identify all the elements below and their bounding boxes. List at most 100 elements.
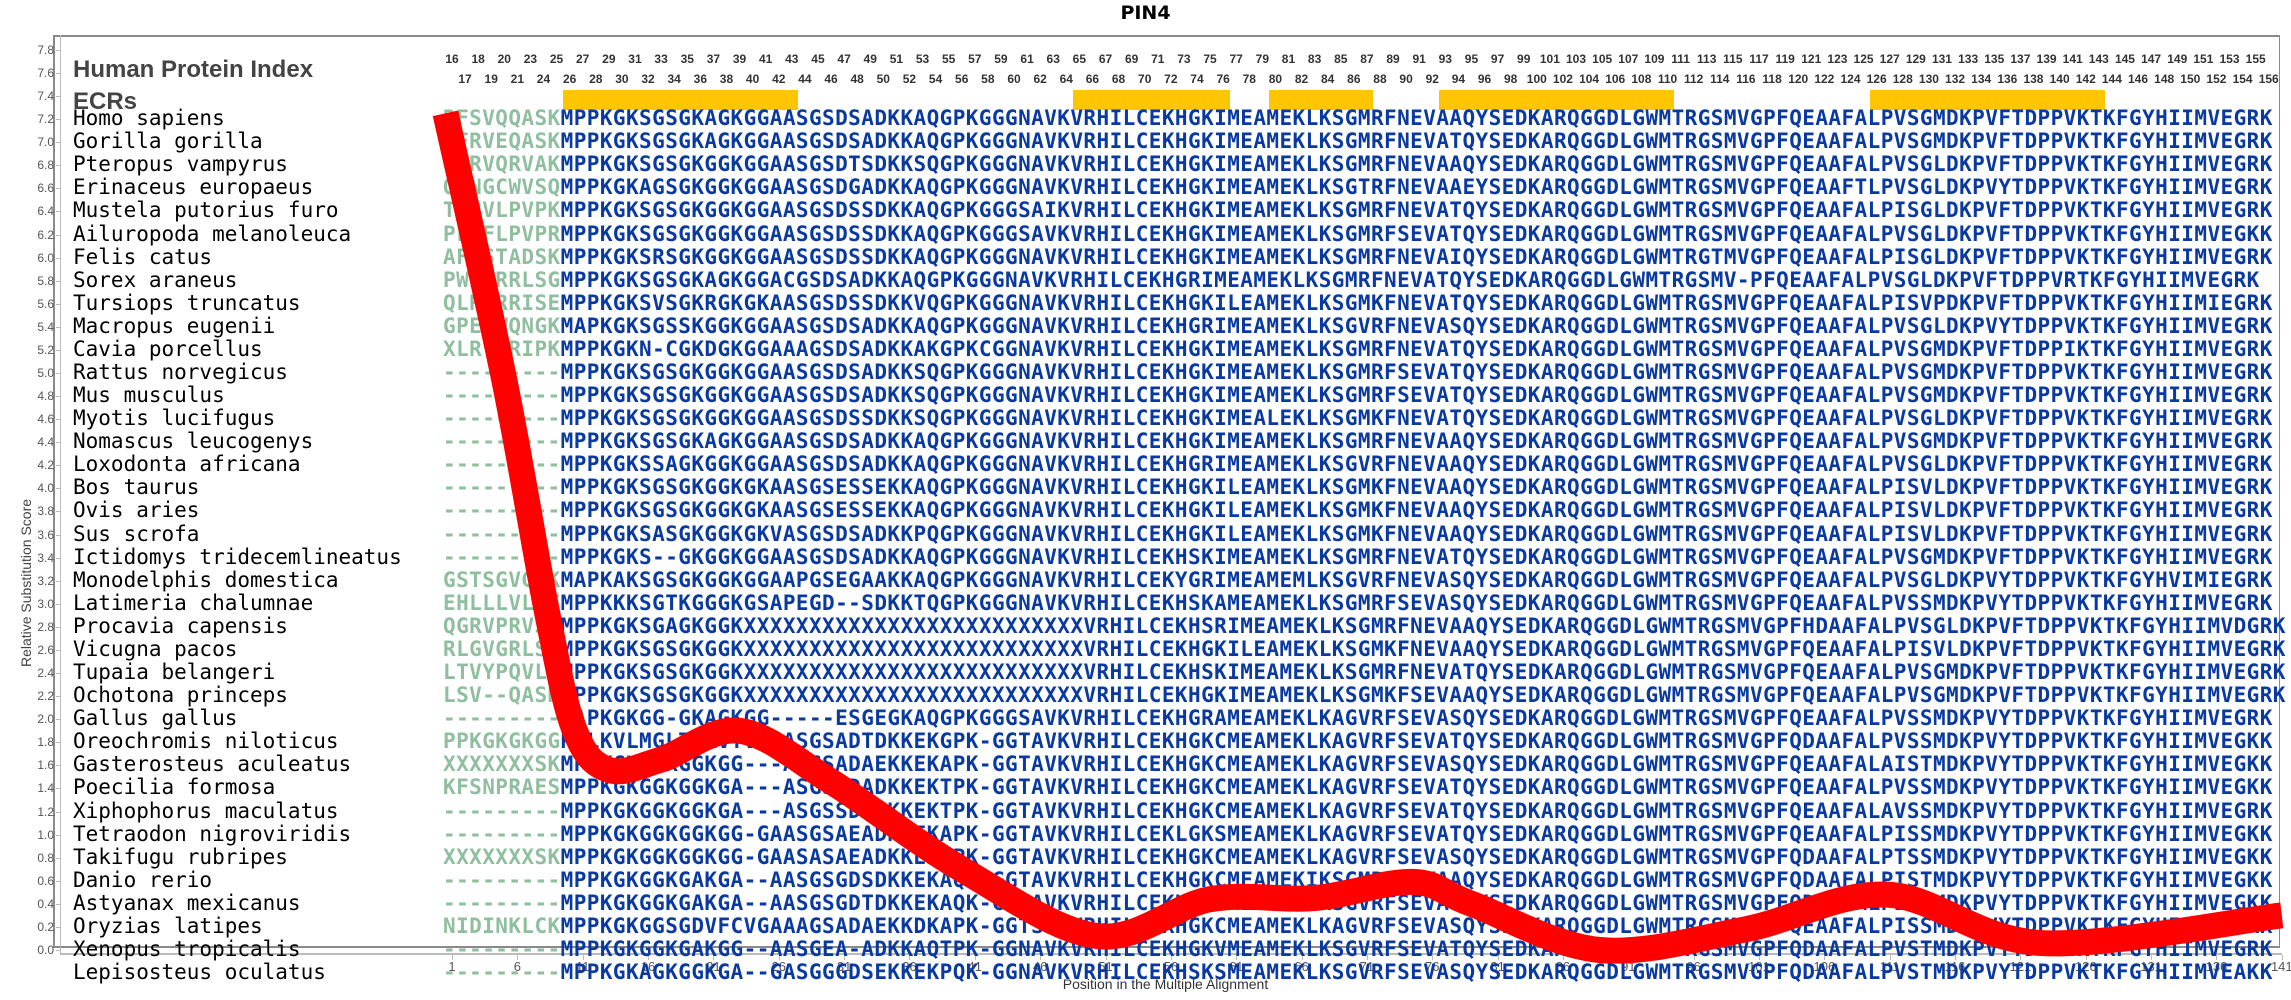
aligned-sequence: MPPKKKSGTKGGGKGSAPEGD--SDKKTQGPKGGGNAVKV… <box>560 590 2273 615</box>
x-tick-label: 6 <box>513 959 521 974</box>
y-tick-label: 4.6 <box>37 412 54 427</box>
x-tick-label: 71 <box>1359 959 1375 974</box>
ruler-label: 104 <box>1579 72 1600 86</box>
ruler-label: 130 <box>1918 72 1939 86</box>
x-tick-label: 41 <box>967 959 983 974</box>
y-tick-mark <box>56 742 61 744</box>
species-label: Ochotona princeps <box>73 683 288 708</box>
x-tick-label: 96 <box>1686 959 1701 974</box>
species-label: Lepisosteus oculatus <box>73 960 326 985</box>
sequence-row: ---------MPPKGKGGKGGKGG-GAASGSAEADKKEKAP… <box>443 821 2273 846</box>
ruler-label: 117 <box>1749 52 1769 66</box>
aligned-sequence: MAPKGKGG-GKAGKGG-----ESGEGKAQGPKGGGSAVKV… <box>560 706 2273 731</box>
ruler-label: 38 <box>719 72 734 86</box>
x-tick-mark <box>1040 955 1042 960</box>
sequence-row: ---------MPPKGKGGKGGKGA---ASGSSDADKKEKTP… <box>443 798 2273 823</box>
ruler-label: 27 <box>576 52 590 66</box>
sequence-row: LSV--QASKMPPKGKSGSGKGGKXXXXXXXXXXXXXXXXX… <box>443 684 2286 707</box>
ruler-label: 156 <box>2258 72 2279 86</box>
x-tick-mark <box>2216 955 2218 960</box>
ruler-label: 32 <box>641 72 655 86</box>
ruler-label: 48 <box>850 72 864 86</box>
x-tick-mark <box>1693 955 1695 960</box>
x-tick-label: 141 <box>2270 959 2291 974</box>
ruler-label: 29 <box>602 52 616 66</box>
ruler-label: 40 <box>745 72 760 86</box>
sequence-row: ---------MAPKGKGG-GKAGKGG-----ESGEGKAQGP… <box>443 707 2273 730</box>
ruler-label: 73 <box>1177 52 1191 66</box>
aligned-sequence: MPPKGKSGSGKGGKXXXXXXXXXXXXXXXXXXXXXXXXXX… <box>560 660 2286 685</box>
ruler-label: 133 <box>1958 52 1979 66</box>
ruler-label: 84 <box>1321 72 1335 86</box>
y-tick-label: 6.0 <box>37 250 54 265</box>
species-label: Erinaceus europaeus <box>73 175 314 200</box>
y-tick-mark <box>56 649 61 651</box>
ruler-label: 138 <box>2023 72 2044 86</box>
aligned-sequence: MAPKGKSGSSKGGKGGAASGSDSADKKAQGPKGGGNAVKV… <box>560 313 2273 338</box>
ruler-label: 17 <box>458 72 472 86</box>
y-tick-label: 3.4 <box>37 550 54 565</box>
ruler-label: 63 <box>1046 52 1060 66</box>
x-tick-mark <box>974 955 976 960</box>
flank-sequence: --------- <box>443 890 561 915</box>
ruler-label: 123 <box>1827 52 1848 66</box>
ruler-label: 76 <box>1216 72 1230 86</box>
sequence-row: RFSVQQASKMPPKGKSGSGKAGKGGAASGSDSADKKAQGP… <box>443 107 2273 130</box>
x-tick-mark <box>517 955 519 960</box>
species-label: Myotis lucifugus <box>73 406 276 431</box>
ruler-label: 88 <box>1373 72 1387 86</box>
y-tick-mark <box>56 280 61 282</box>
y-tick-mark <box>56 857 61 859</box>
ruler-label: 91 <box>1412 52 1426 66</box>
ruler-label: 81 <box>1281 52 1296 66</box>
species-label: Gasterosteus aculeatus <box>73 752 352 777</box>
ruler-label: 131 <box>1931 52 1952 66</box>
y-tick-mark <box>56 903 61 905</box>
ruler-label: 50 <box>876 72 890 86</box>
aligned-sequence: MPPKGKSGSGKAGKGGAASGSDSADKKAQGPKGGGNAVKV… <box>560 429 2273 454</box>
ruler-label: 28 <box>589 72 603 86</box>
y-tick-mark <box>56 788 61 790</box>
flank-sequence: --------- <box>443 867 561 892</box>
x-tick-mark <box>1824 955 1826 960</box>
sequence-row: PPKGKGKGGKELKVLMGLTGAVYVGAASGSADTDKKEKGP… <box>443 730 2273 753</box>
y-tick-label: 7.0 <box>37 135 54 150</box>
sequence-row: QLRVQRVAKMPPKGKSGSGKGGKGGAASGSDTSDKKSQGP… <box>443 153 2273 176</box>
species-label: Xiphophorus maculatus <box>73 798 339 823</box>
ruler-label: 53 <box>915 52 930 66</box>
ruler-label: 100 <box>1526 72 1547 86</box>
aligned-sequence: MPPKGKGGKGGKGG-GAASGSAEADKKEKAPK-GGTAVKV… <box>560 821 2273 846</box>
ruler-label: 45 <box>811 52 825 66</box>
aligned-sequence: MPPKGKAGSGKGGKGGAASGSDGADKKAQGPKGGGNAVKV… <box>560 175 2273 200</box>
aligned-sequence: MPPKGKGGSGDVFCVGAAAGSADAEKKDKAPK-GGTSVKV… <box>560 913 2273 938</box>
ruler-label: 72 <box>1164 72 1178 86</box>
x-tick-label: 26 <box>771 959 786 974</box>
species-label: Ovis aries <box>73 498 200 523</box>
aligned-sequence: MPPKGKGGKGGKGA---ASGSSDADKKEKTPK-GGTAVKV… <box>560 798 2273 823</box>
species-label: Gallus gallus <box>73 706 238 731</box>
aligned-sequence: MPPKGKSGSGKGGKGGAASGSDTSDKKSQGPKGGGNAVKV… <box>560 152 2273 177</box>
species-label: Homo sapiens <box>73 106 225 131</box>
aligned-sequence: MPPKGKSGSGKAGKGGACGSDSADKKAQGPKGGGNAVKVR… <box>560 267 2260 292</box>
flank-sequence: PPKGKGKGG <box>443 729 561 754</box>
species-label: Felis catus <box>73 244 213 269</box>
species-label: Poecilia formosa <box>73 775 276 800</box>
flank-sequence: LSV--QASK <box>443 683 561 708</box>
y-tick-mark <box>56 765 61 767</box>
ruler-label: 89 <box>1386 52 1400 66</box>
flank-sequence: LTVYPQVLK <box>443 660 561 685</box>
y-tick-mark <box>56 834 61 836</box>
y-tick-label: 1.8 <box>37 735 54 750</box>
ruler-label: 152 <box>2206 72 2227 86</box>
y-tick-label: 3.6 <box>37 527 54 542</box>
y-tick-label: 3.8 <box>37 504 54 519</box>
x-tick-mark <box>1366 955 1368 960</box>
ruler-label: 86 <box>1347 72 1361 86</box>
y-tick-label: 0.4 <box>37 896 54 911</box>
ruler-label: 85 <box>1334 52 1348 66</box>
ruler-label: 33 <box>654 52 668 66</box>
y-tick-label: 4.8 <box>37 389 54 404</box>
y-tick-mark <box>56 580 61 582</box>
ruler-label: 39 <box>732 52 747 66</box>
ruler-label: 99 <box>1517 52 1531 66</box>
